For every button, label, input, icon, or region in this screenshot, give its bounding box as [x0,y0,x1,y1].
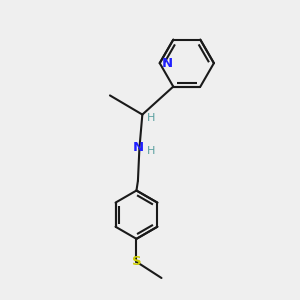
Text: H: H [146,146,155,156]
Text: N: N [132,141,143,154]
Text: H: H [146,113,155,123]
Text: S: S [132,255,141,268]
Text: N: N [161,57,172,70]
